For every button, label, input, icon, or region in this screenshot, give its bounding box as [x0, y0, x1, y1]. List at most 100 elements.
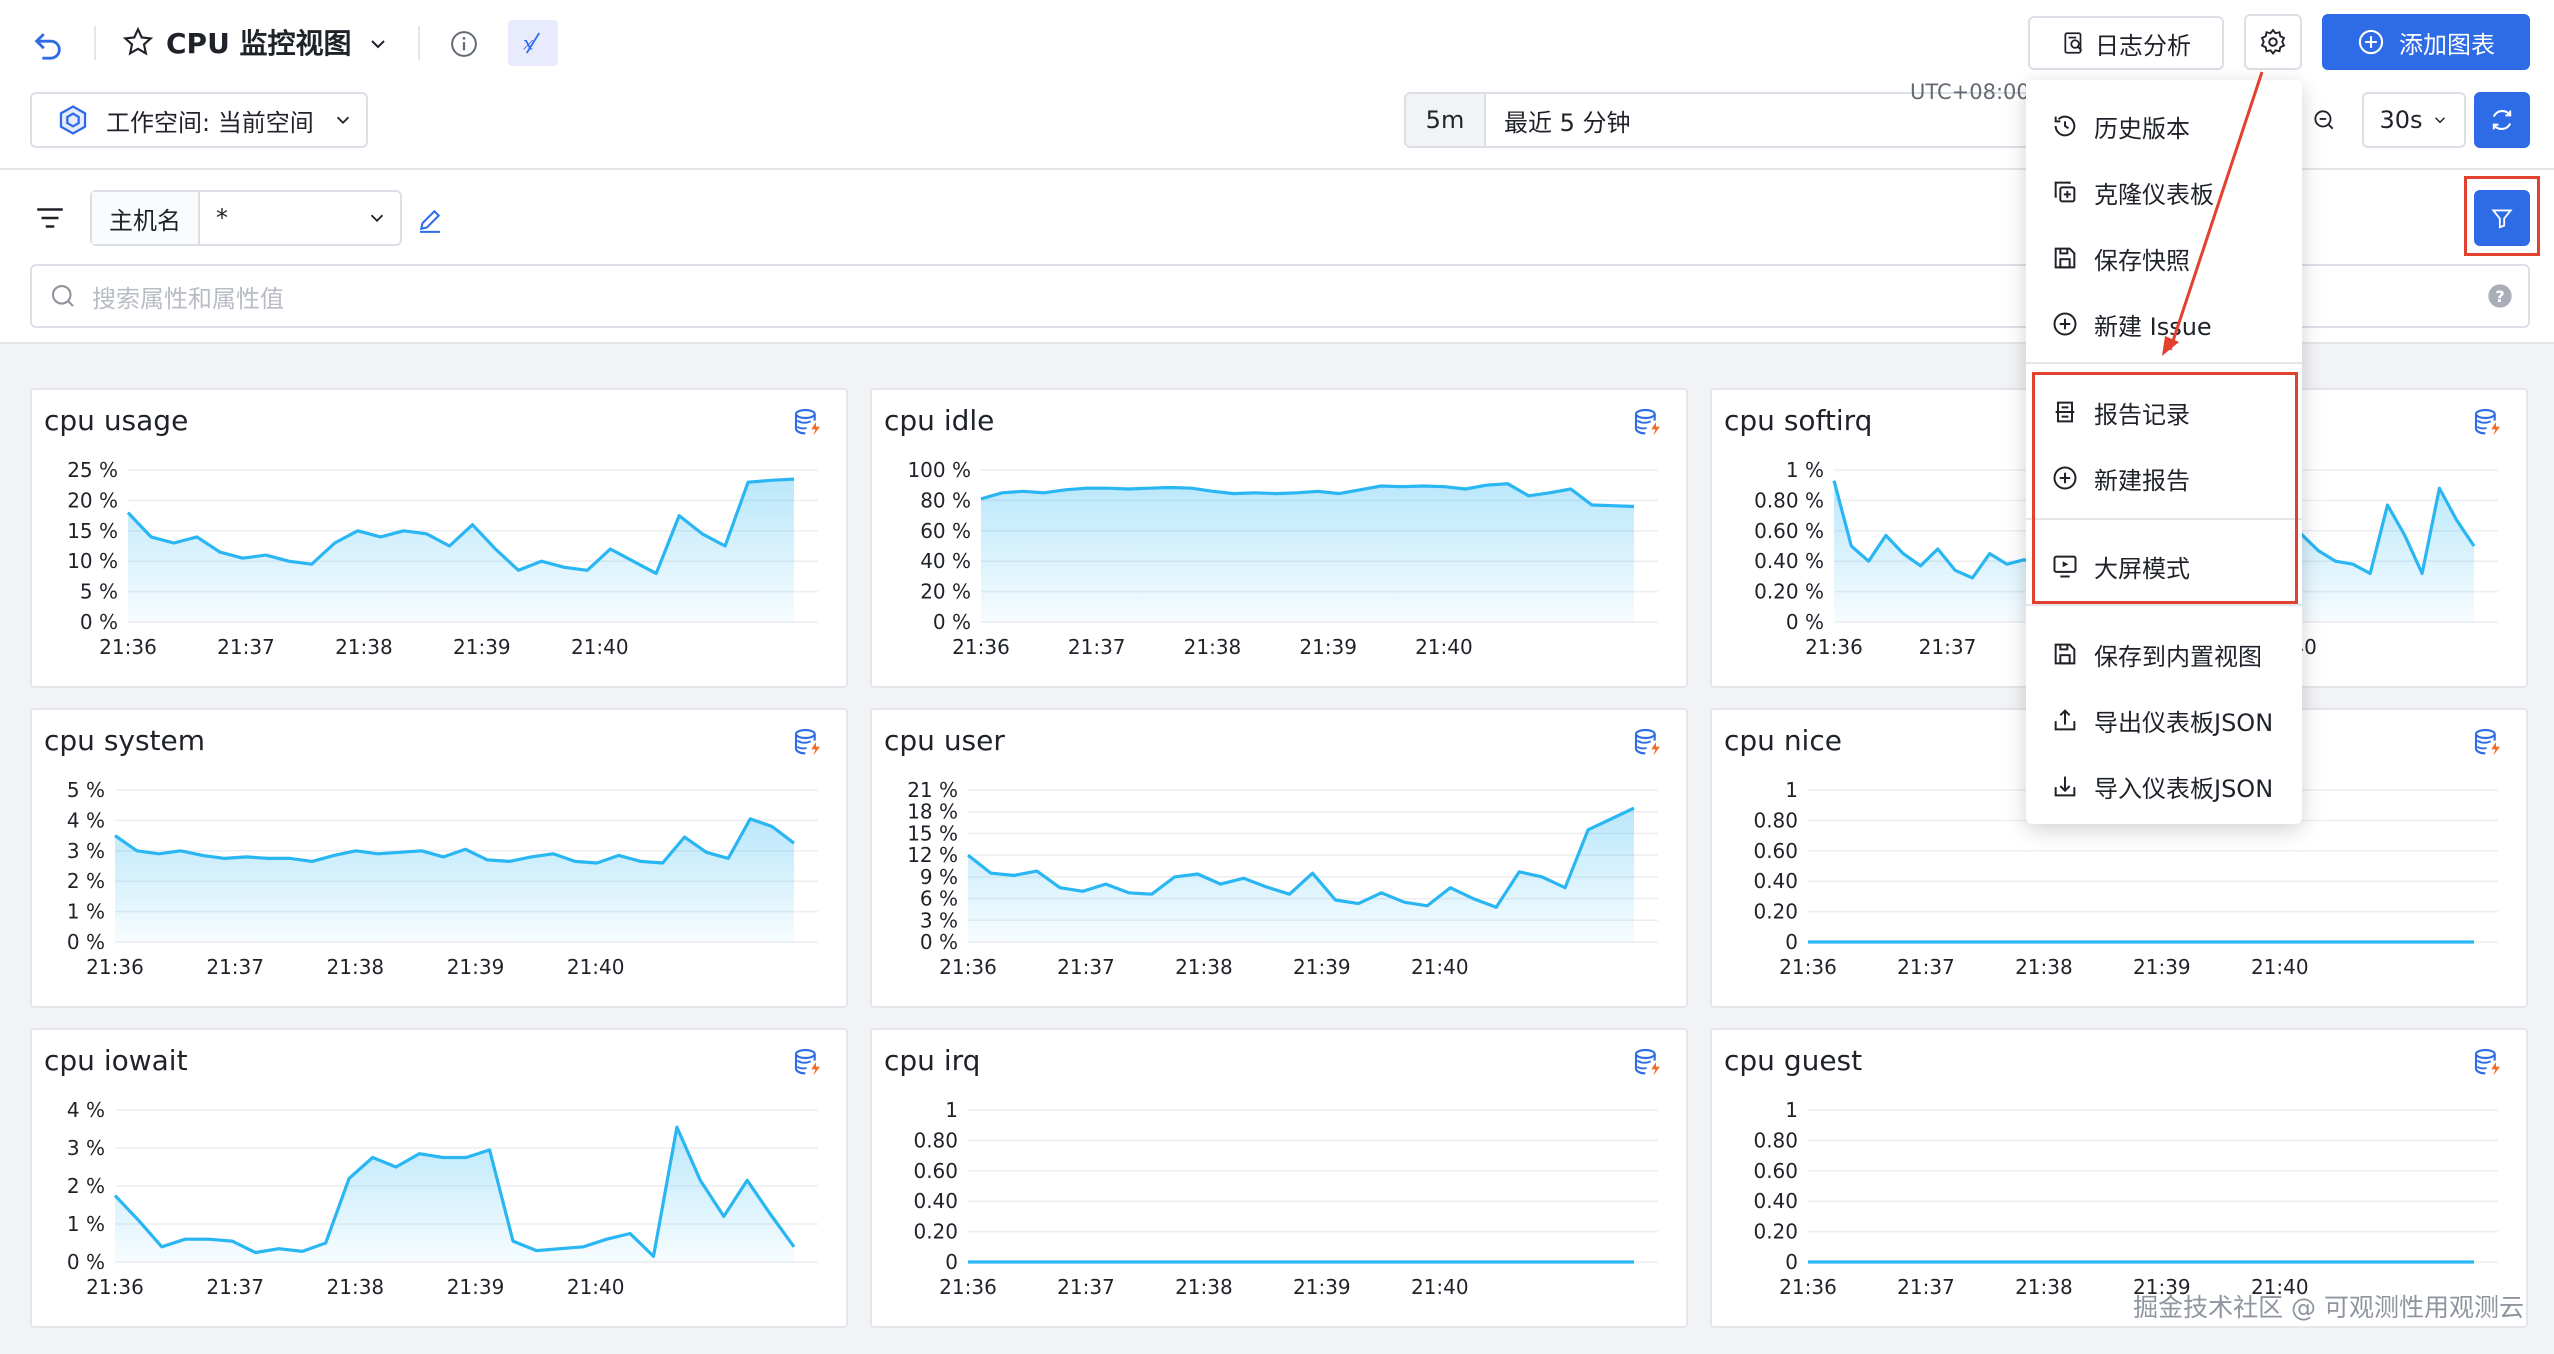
y-tick-label: 0.80	[1753, 808, 1798, 832]
time-range-short: 5m	[1406, 94, 1486, 146]
chart-settings-icon[interactable]	[2472, 1046, 2504, 1082]
refresh-icon	[2492, 110, 2512, 130]
y-tick-label: 4 %	[67, 808, 105, 832]
time-range-picker[interactable]: 5m 最近 5 分钟	[1404, 92, 2032, 148]
y-tick-label: 20 %	[920, 580, 971, 604]
menu-item-label: 导出仪表板JSON	[2094, 708, 2274, 737]
x-tick-label: 21:38	[327, 955, 385, 979]
chart-settings-icon[interactable]	[2472, 726, 2504, 762]
filter-lines-icon[interactable]	[30, 198, 70, 238]
log-analysis-button[interactable]: 日志分析	[2028, 16, 2224, 70]
x-tick-label: 21:39	[1293, 1275, 1351, 1299]
y-tick-label: 0.60 %	[1754, 519, 1824, 543]
y-tick-label: 18 %	[907, 800, 958, 824]
x-tick-label: 21:37	[217, 635, 275, 659]
menu-item-7[interactable]: 保存到内置视图	[2026, 624, 2302, 684]
x-tick-label: 21:40	[567, 955, 625, 979]
menu-item-label: 新建 Issue	[2094, 312, 2212, 341]
x-tick-label: 21:39	[1293, 955, 1351, 979]
settings-button[interactable]	[2244, 14, 2302, 70]
chart-settings-icon[interactable]	[792, 406, 824, 442]
menu-item-1[interactable]: 克隆仪表板	[2026, 162, 2302, 222]
import-icon	[2050, 771, 2080, 801]
chart-title: cpu softirq	[1724, 404, 1873, 437]
chart-settings-icon[interactable]	[1632, 726, 1664, 762]
series-area	[128, 479, 794, 622]
report-icon	[2050, 397, 2080, 427]
chevron-down-icon[interactable]	[362, 28, 394, 60]
menu-item-4[interactable]: 报告记录	[2026, 382, 2302, 442]
chart-card[interactable]: cpu usage 25 % 20 % 15 % 10 % 5 % 0 % 21:36 21:3…	[30, 388, 848, 688]
x-tick-label: 21:37	[206, 1275, 264, 1299]
y-tick-label: 0.80	[913, 1128, 958, 1152]
menu-separator	[2026, 362, 2302, 364]
x-tick-label: 21:40	[571, 635, 629, 659]
back-icon[interactable]	[26, 22, 70, 66]
menu-item-6[interactable]: 大屏模式	[2026, 536, 2302, 596]
gear-icon	[2260, 28, 2286, 56]
host-filter[interactable]: 主机名 *	[90, 190, 402, 246]
menu-item-8[interactable]: 导出仪表板JSON	[2026, 690, 2302, 750]
x-tick-label: 21:38	[1184, 635, 1242, 659]
refresh-button[interactable]	[2474, 92, 2530, 148]
chart-settings-icon[interactable]	[2472, 406, 2504, 442]
series-line	[967, 806, 1635, 909]
menu-item-label: 新建报告	[2094, 466, 2190, 495]
x-tick-label: 21:36	[1779, 1275, 1837, 1299]
x-tick-label: 21:37	[1897, 1275, 1955, 1299]
menu-item-3[interactable]: 新建 Issue	[2026, 294, 2302, 354]
menu-item-0[interactable]: 历史版本	[2026, 96, 2302, 156]
chart-settings-icon[interactable]	[1632, 1046, 1664, 1082]
x-tick-label: 21:36	[939, 955, 997, 979]
zoom-out-button[interactable]	[2302, 92, 2346, 148]
svg-text:x: x	[523, 33, 534, 54]
menu-separator	[2026, 604, 2302, 606]
chart-card[interactable]: cpu user 21 % 18 % 15 % 12 % 9 % 6 % 3 % 0 % 21:3…	[870, 708, 1688, 1008]
chart-card[interactable]: cpu iowait 4 % 3 % 2 % 1 % 0 % 21:36 21:37 21:38…	[30, 1028, 848, 1328]
attribute-search-input[interactable]: 搜索属性和属性值 ?	[30, 264, 2530, 328]
x-tick-label: 21:36	[1805, 635, 1863, 659]
menu-item-5[interactable]: 新建报告	[2026, 448, 2302, 508]
x-tick-label: 21:36	[86, 1275, 144, 1299]
x-tick-label: 21:37	[206, 955, 264, 979]
menu-item-2[interactable]: 保存快照	[2026, 228, 2302, 288]
y-tick-label: 0.40	[1753, 1189, 1798, 1213]
workspace-select[interactable]: 工作空间: 当前空间	[30, 92, 368, 148]
x-tick-label: 21:36	[99, 635, 157, 659]
y-tick-label: 3 %	[67, 839, 105, 863]
y-tick-label: 0.80	[1753, 1128, 1798, 1152]
x-tick-label: 21:39	[2133, 955, 2191, 979]
add-chart-button[interactable]: 添加图表	[2322, 14, 2530, 70]
variable-icon[interactable]: x	[508, 20, 558, 66]
chart-card[interactable]: cpu irq 1 0.80 0.60 0.40 0.20 0 21:36 21:37 21:38…	[870, 1028, 1688, 1328]
filter-toggle-button[interactable]	[2474, 190, 2530, 246]
help-icon[interactable]: ?	[2486, 282, 2514, 310]
chart-card[interactable]: cpu system 5 % 4 % 3 % 2 % 1 % 0 % 21:36 21:37 21…	[30, 708, 848, 1008]
menu-item-label: 历史版本	[2094, 114, 2190, 143]
chart-settings-icon[interactable]	[792, 726, 824, 762]
chart-settings-icon[interactable]	[792, 1046, 824, 1082]
chart-card[interactable]: cpu idle 100 % 80 % 60 % 40 % 20 % 0 % 21:36 21:…	[870, 388, 1688, 688]
y-tick-label: 1	[945, 1098, 958, 1122]
refresh-interval-select[interactable]: 30s	[2362, 92, 2466, 148]
y-tick-label: 0.40	[913, 1189, 958, 1213]
chart-card[interactable]: cpu guest 1 0.80 0.60 0.40 0.20 0 21:36 21:37 21:…	[1710, 1028, 2528, 1328]
save-icon	[2050, 243, 2080, 273]
host-filter-label: 主机名	[92, 192, 200, 244]
x-tick-label: 21:36	[1779, 955, 1837, 979]
svg-text:?: ?	[2495, 287, 2504, 306]
chart-plot: 25 % 20 % 15 % 10 % 5 % 0 %21:36 21:37 21:38 21:…	[67, 458, 818, 659]
menu-item-9[interactable]: 导入仪表板JSON	[2026, 756, 2302, 816]
info-icon[interactable]	[444, 24, 484, 64]
chart-title: cpu iowait	[44, 1044, 188, 1077]
timezone-label[interactable]: UTC+08:00	[1910, 80, 2030, 104]
star-icon[interactable]	[118, 22, 158, 62]
edit-icon[interactable]	[410, 200, 450, 240]
y-tick-label: 25 %	[67, 458, 118, 482]
chevron-down-icon	[370, 214, 384, 223]
chart-settings-icon[interactable]	[1632, 406, 1664, 442]
y-tick-label: 9 %	[920, 865, 958, 889]
zoom-out-icon	[2314, 110, 2334, 130]
y-tick-label: 0 %	[67, 1250, 105, 1274]
filter-icon	[2491, 209, 2513, 229]
